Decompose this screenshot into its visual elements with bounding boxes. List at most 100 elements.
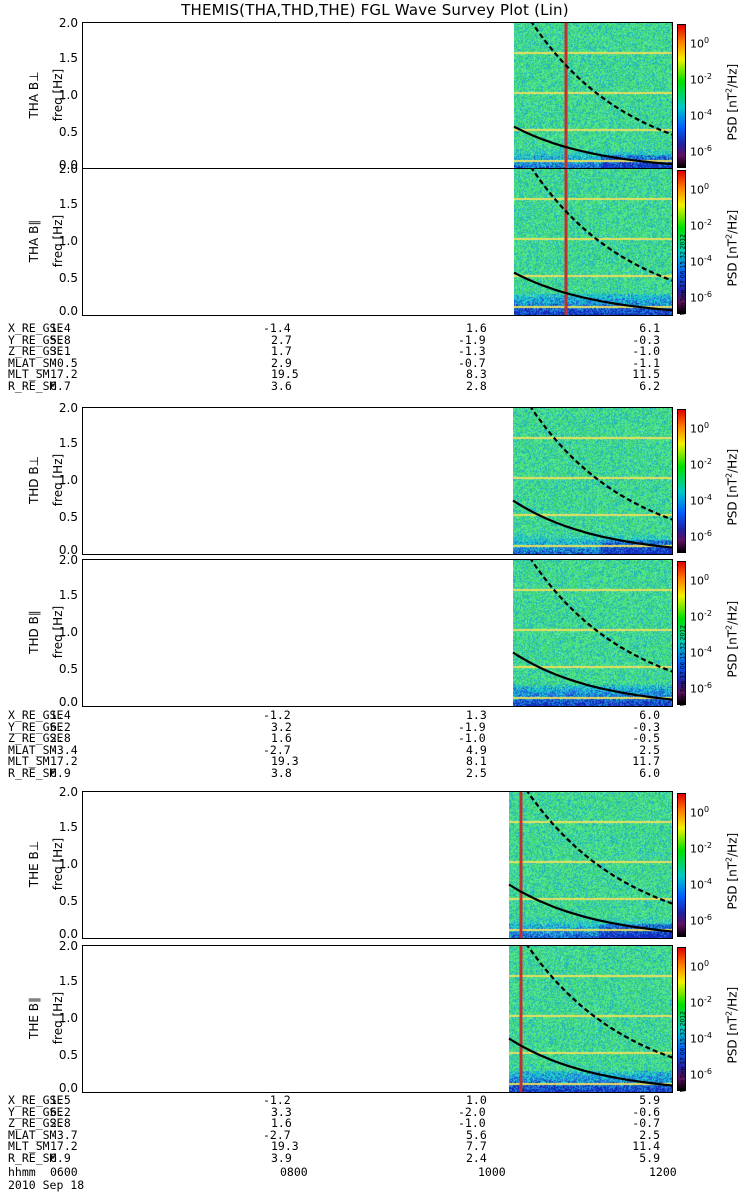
ephemeris-row: X_RE_GSE 1.4 -1.2 1.3 6.0 xyxy=(8,708,748,722)
colorbar-tick-exponent: -6 xyxy=(704,144,712,153)
ephemeris-value: 2.5 xyxy=(466,765,487,780)
ephemeris-value: 1.4 xyxy=(50,321,71,335)
y-tick-label: 1.5 xyxy=(58,588,78,602)
ephemeris-param-name: R_RE_SM xyxy=(8,765,57,780)
colorbar-title-part: PSD [nT xyxy=(725,629,740,678)
ephemeris-value: 3.1 xyxy=(50,344,71,359)
ephemeris-value: -0.3 xyxy=(632,719,660,734)
colorbar-title-part: PSD [nT xyxy=(725,477,740,526)
timestamp-stamp: Mon Sep 17 06:15:32 2012 xyxy=(679,1011,687,1093)
colorbar-tick-exponent: -6 xyxy=(704,290,712,299)
colorbar-tick-exponent: -4 xyxy=(704,877,712,886)
ephemeris-row: MLT_SM 17.2 19.5 8.3 11.5 xyxy=(8,369,748,381)
ephemeris-value: -1.3 xyxy=(458,344,486,359)
ephemeris-row: MLT_SM 17.2 19.3 8.1 11.7 xyxy=(8,756,748,768)
ephemeris-value: 17.2 xyxy=(50,1139,78,1154)
time-tick-label: 1200 xyxy=(649,1165,677,1179)
ephemeris-value: 3.3 xyxy=(271,1104,292,1119)
ephemeris-table: X_RE_GSE 1.4 -1.4 1.6 6.1 Y_RE_GSE 5.8 2.7 -1.9-… xyxy=(8,321,748,393)
ephemeris-value: 17.2 xyxy=(50,367,78,382)
colorbar-title-part: PSD [nT xyxy=(725,238,740,287)
y-tick-label: 1.0 xyxy=(58,625,78,639)
time-axis-label: hhmm xyxy=(8,1165,36,1179)
colorbar-tick-base: 10 xyxy=(690,806,704,820)
y-tick-label: 0.0 xyxy=(58,1081,78,1095)
colorbar-title-part: PSD [nT xyxy=(725,92,740,141)
timestamp-stamp: Mon Sep 17 06:15:32 2012 xyxy=(679,625,687,707)
colorbar-tick-label: 10-4 xyxy=(690,645,712,660)
panel-label-perp: THA B⊥ xyxy=(27,71,41,119)
ephemeris-param-name: Z_RE_GSE xyxy=(8,344,64,359)
colorbar-tick-base: 10 xyxy=(690,37,704,51)
y-tick-label: 2.0 xyxy=(58,553,78,567)
colorbar-tick-base: 10 xyxy=(690,183,704,197)
ephemeris-row: MLT_SM 17.2 19.3 7.7 11.4 xyxy=(8,1141,748,1153)
colorbar-tick-base: 10 xyxy=(690,145,704,159)
ephemeris-value: -3.7 xyxy=(50,1127,78,1142)
y-tick-label: 1.0 xyxy=(58,1011,78,1025)
ephemeris-value: 6.2 xyxy=(50,1104,71,1119)
colorbar-tick-label: 10-2 xyxy=(690,841,712,856)
colorbar-title-part: 2 xyxy=(724,1010,734,1016)
colorbar-title-part: 2 xyxy=(724,472,734,478)
ephemeris-value: 6.9 xyxy=(50,1150,71,1165)
colorbar-tick-exponent: 0 xyxy=(704,805,710,814)
colorbar-tick-label: 10-4 xyxy=(690,1031,712,1046)
ephemeris-row: Z_RE_GSE 2.8 1.6 -1.0 -0.5 xyxy=(8,733,748,745)
ephemeris-value: 3.8 xyxy=(271,765,292,780)
colorbar-title-part: /Hz] xyxy=(725,600,740,625)
colorbar-title-part: 2 xyxy=(724,87,734,93)
ephemeris-value: -0.5 xyxy=(50,355,78,370)
ephemeris-row: X_RE_GSE 1.5 -1.2 1.0 5.9 xyxy=(8,1093,748,1107)
ephemeris-param-name: Y_RE_GSE xyxy=(8,719,64,734)
colorbar-tick-exponent: -6 xyxy=(704,1067,712,1076)
colorbar xyxy=(677,170,686,314)
ephemeris-value: 19.3 xyxy=(271,1139,299,1154)
ephemeris-value: 2.8 xyxy=(466,378,487,393)
spectrogram-panel xyxy=(82,945,673,1093)
spectrogram-panel xyxy=(82,791,673,939)
colorbar-title-part: /Hz] xyxy=(725,63,740,88)
ephemeris-table: X_RE_GSE 1.4 -1.2 1.3 6.0 Y_RE_GSE 6.2 3.2 -1.9-… xyxy=(8,708,748,780)
spectrogram-panel xyxy=(82,559,673,707)
panel-label-perp: THD B⊥ xyxy=(27,455,41,505)
ephemeris-value: -0.6 xyxy=(632,1104,660,1119)
y-tick-label: 0.0 xyxy=(58,695,78,709)
ephemeris-value: 3.6 xyxy=(271,378,292,393)
colorbar-tick-label: 100 xyxy=(690,959,709,974)
colorbar-title-part: /Hz] xyxy=(725,448,740,473)
colorbar-tick-exponent: -4 xyxy=(704,254,712,263)
ephemeris-value: 17.2 xyxy=(50,754,78,769)
y-tick-label: 0.5 xyxy=(58,662,78,676)
colorbar-tick-label: 10-4 xyxy=(690,877,712,892)
ephemeris-value: -1.0 xyxy=(458,1116,486,1131)
ephemeris-value: 8.3 xyxy=(466,367,487,382)
ephemeris-value: 19.3 xyxy=(271,754,299,769)
ephemeris-value: 6.2 xyxy=(639,378,660,393)
colorbar-title: PSD [nT2/Hz] xyxy=(725,588,740,678)
ephemeris-value: -0.3 xyxy=(632,332,660,347)
y-tick-label: 0.0 xyxy=(58,304,78,318)
ephemeris-value: -0.7 xyxy=(458,355,486,370)
colorbar-tick-base: 10 xyxy=(690,914,704,928)
colorbar-tick-exponent: 0 xyxy=(704,182,710,191)
colorbar-tick-base: 10 xyxy=(690,255,704,269)
colorbar-tick-label: 10-6 xyxy=(690,529,712,544)
colorbar-tick-base: 10 xyxy=(690,73,704,87)
colorbar-tick-exponent: -4 xyxy=(704,1031,712,1040)
colorbar-tick-base: 10 xyxy=(690,842,704,856)
time-tick-label: 1000 xyxy=(478,1165,506,1179)
colorbar-tick-exponent: -6 xyxy=(704,529,712,538)
ephemeris-row: Z_RE_GSE 3.1 1.7 -1.3 -1.0 xyxy=(8,346,748,358)
ephemeris-value: 1.6 xyxy=(466,321,487,335)
colorbar-tick-base: 10 xyxy=(690,219,704,233)
colorbar-tick-label: 10-2 xyxy=(690,72,712,87)
colorbar-tick-base: 10 xyxy=(690,109,704,123)
ephemeris-value: 1.5 xyxy=(50,1093,71,1107)
timestamp-stamp: Mon Sep 17 06:15:32 2012 xyxy=(679,234,687,316)
ephemeris-value: 8.1 xyxy=(466,754,487,769)
ephemeris-value: -1.2 xyxy=(263,708,291,722)
colorbar-tick-label: 10-4 xyxy=(690,108,712,123)
ephemeris-value: 1.0 xyxy=(466,1093,487,1107)
colorbar-title-part: 2 xyxy=(724,624,734,630)
